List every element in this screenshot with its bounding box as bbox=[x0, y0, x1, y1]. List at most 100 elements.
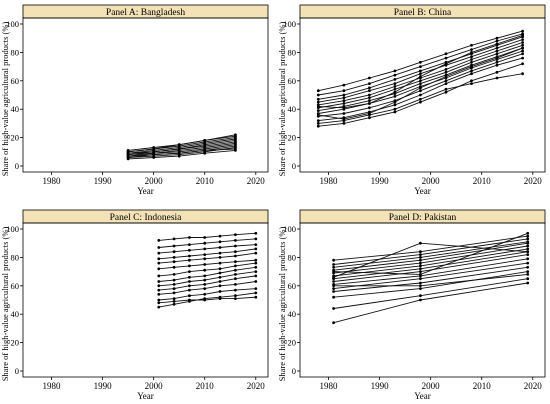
data-point bbox=[254, 270, 258, 273]
data-point bbox=[526, 240, 530, 244]
data-point bbox=[218, 290, 222, 293]
data-point bbox=[393, 95, 397, 98]
y-tick-label: 20 bbox=[11, 338, 20, 348]
data-point bbox=[419, 93, 422, 97]
data-point bbox=[234, 283, 237, 286]
y-tick-label: 20 bbox=[288, 133, 297, 143]
data-point bbox=[470, 69, 473, 73]
y-tick-label: 20 bbox=[11, 133, 20, 143]
data-point bbox=[419, 277, 422, 281]
y-tick-label: 60 bbox=[11, 281, 20, 291]
data-point bbox=[419, 267, 422, 271]
data-point bbox=[316, 93, 320, 97]
data-point bbox=[157, 305, 161, 309]
data-point bbox=[419, 82, 422, 85]
data-point bbox=[332, 290, 335, 293]
data-point bbox=[188, 264, 191, 268]
data-point bbox=[332, 275, 335, 279]
data-point bbox=[152, 146, 156, 149]
data-point bbox=[470, 55, 473, 59]
data-point bbox=[254, 274, 258, 278]
data-point bbox=[342, 112, 346, 115]
data-point bbox=[526, 231, 530, 235]
data-point bbox=[218, 240, 222, 244]
data-point bbox=[203, 283, 207, 286]
data-point bbox=[526, 270, 530, 273]
data-point bbox=[393, 69, 397, 73]
data-point bbox=[368, 96, 371, 100]
data-point bbox=[172, 273, 176, 276]
data-point bbox=[157, 267, 161, 271]
data-point bbox=[526, 250, 530, 254]
data-point bbox=[419, 256, 422, 259]
data-point bbox=[316, 100, 320, 104]
data-point bbox=[526, 265, 530, 269]
data-point bbox=[254, 295, 258, 299]
data-point bbox=[152, 153, 156, 157]
x-tick-label: 1980 bbox=[320, 381, 339, 391]
x-tick-label: 2000 bbox=[145, 176, 164, 186]
data-point bbox=[368, 76, 371, 80]
data-point bbox=[157, 251, 161, 255]
data-point bbox=[521, 29, 524, 33]
data-point bbox=[203, 241, 207, 245]
data-point bbox=[521, 49, 524, 53]
data-point bbox=[470, 58, 473, 61]
data-point bbox=[368, 82, 371, 85]
y-tick-label: 100 bbox=[6, 19, 19, 29]
data-point bbox=[254, 265, 258, 269]
data-point bbox=[203, 292, 207, 296]
data-point bbox=[495, 42, 499, 46]
data-point bbox=[526, 247, 530, 251]
data-point bbox=[157, 280, 161, 283]
data-point bbox=[419, 281, 422, 285]
data-point bbox=[332, 280, 335, 283]
data-point bbox=[419, 69, 422, 73]
data-point bbox=[203, 278, 207, 282]
data-point bbox=[393, 73, 397, 77]
data-point bbox=[157, 301, 161, 305]
data-point bbox=[172, 256, 176, 259]
data-point bbox=[495, 46, 499, 50]
data-point bbox=[234, 233, 237, 237]
data-point bbox=[332, 321, 335, 325]
data-point bbox=[521, 62, 524, 66]
x-tick-label: 2000 bbox=[422, 381, 441, 391]
data-point bbox=[172, 287, 176, 290]
data-point bbox=[419, 270, 422, 273]
x-axis-label: Year bbox=[414, 186, 431, 196]
y-axis-label: Share of high-value agricultural product… bbox=[277, 22, 287, 177]
data-point bbox=[444, 79, 448, 83]
data-point bbox=[316, 113, 320, 117]
data-point bbox=[188, 270, 191, 273]
data-point bbox=[470, 51, 473, 54]
x-tick-label: 2020 bbox=[247, 176, 266, 186]
data-point bbox=[203, 149, 207, 152]
data-point bbox=[368, 116, 371, 120]
data-point bbox=[342, 99, 346, 103]
data-point bbox=[332, 295, 335, 299]
data-point bbox=[332, 307, 335, 310]
y-axis-label: Share of high-value agricultural product… bbox=[277, 227, 287, 382]
panel-title: Panel C: Indonesia bbox=[110, 213, 183, 223]
x-axis-label: Year bbox=[137, 186, 154, 196]
data-point bbox=[495, 60, 499, 64]
data-point bbox=[254, 291, 258, 295]
data-point bbox=[172, 300, 176, 303]
data-point bbox=[393, 87, 397, 91]
data-point bbox=[470, 79, 473, 83]
data-point bbox=[332, 265, 335, 269]
x-axis-label: Year bbox=[137, 391, 154, 401]
data-point bbox=[177, 151, 181, 155]
data-point bbox=[470, 72, 473, 76]
data-point bbox=[126, 156, 130, 159]
y-tick-label: 40 bbox=[288, 104, 297, 114]
data-point bbox=[526, 277, 530, 281]
data-point bbox=[521, 38, 524, 41]
data-point bbox=[526, 273, 530, 276]
data-point bbox=[254, 243, 258, 247]
data-point bbox=[521, 46, 524, 50]
data-point bbox=[316, 97, 320, 101]
data-point bbox=[419, 100, 422, 104]
data-point bbox=[234, 254, 237, 258]
